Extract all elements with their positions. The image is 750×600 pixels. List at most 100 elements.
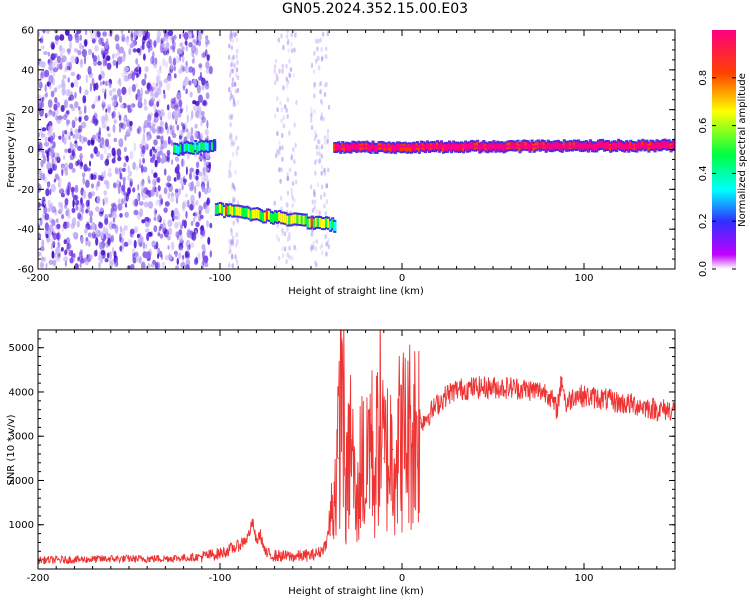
noise-mark (48, 224, 54, 233)
band-cell (245, 207, 249, 217)
noise-mark (77, 50, 82, 56)
noise-mark (280, 167, 283, 173)
noise-mark (113, 151, 116, 160)
noise-mark (179, 42, 184, 48)
noise-mark (323, 203, 326, 209)
noise-mark (319, 244, 322, 250)
noise-mark (167, 111, 172, 120)
noise-mark (93, 250, 97, 257)
noise-mark (170, 241, 175, 251)
noise-mark (229, 122, 232, 128)
noise-mark (100, 65, 103, 74)
noise-mark (71, 207, 76, 214)
noise-mark (41, 127, 47, 132)
noise-mark (70, 250, 74, 259)
band-cell (385, 144, 389, 152)
noise-mark (273, 200, 276, 206)
noise-mark (47, 51, 51, 57)
noise-mark (166, 175, 172, 182)
noise-mark (53, 103, 58, 111)
noise-mark (122, 167, 126, 172)
noise-mark (138, 201, 144, 206)
noise-mark (232, 141, 235, 147)
noise-mark (132, 256, 137, 264)
noise-mark (110, 234, 115, 243)
snr-point (259, 532, 261, 535)
noise-mark (185, 251, 190, 258)
noise-mark (319, 37, 322, 43)
noise-mark (170, 100, 176, 109)
noise-mark (204, 261, 209, 268)
noise-mark (229, 132, 232, 138)
noise-mark (64, 148, 68, 153)
noise-mark (201, 77, 206, 86)
noise-mark (103, 170, 106, 179)
noise-mark (236, 217, 240, 223)
noise-mark (156, 135, 161, 140)
noise-mark (294, 246, 297, 252)
spectrogram-region (333, 138, 675, 155)
noise-mark (83, 55, 87, 65)
band-cell (530, 141, 534, 149)
noise-mark (188, 31, 193, 40)
band-cell (231, 206, 235, 216)
band-cell (470, 141, 474, 149)
snr-point (437, 402, 439, 404)
band-cell (562, 141, 566, 149)
noise-mark (96, 195, 101, 205)
noise-mark (38, 232, 42, 240)
band-cell (296, 214, 300, 224)
band-cell (482, 142, 486, 149)
snr-y-label: SNR (10 * v/v) (6, 414, 17, 485)
noise-mark (175, 265, 179, 269)
noise-mark (154, 91, 159, 99)
noise-mark (159, 223, 164, 229)
noise-mark (129, 150, 134, 160)
noise-mark (197, 33, 203, 42)
noise-mark (284, 104, 287, 110)
snr-point (619, 402, 622, 404)
noise-mark (149, 189, 155, 197)
snr-point (379, 409, 381, 411)
snr-point (456, 389, 458, 391)
noise-mark (74, 117, 78, 122)
noise-mark (159, 120, 164, 127)
noise-mark (139, 181, 143, 187)
snr-point (392, 448, 394, 451)
noise-mark (176, 92, 182, 100)
noise-mark (194, 210, 198, 219)
noise-mark (52, 240, 56, 247)
band-cell (641, 140, 645, 148)
noise-mark (71, 188, 74, 197)
noise-mark (141, 261, 146, 269)
noise-mark (101, 115, 106, 125)
noise-mark (144, 166, 147, 172)
noise-mark (281, 45, 285, 51)
noise-mark (66, 221, 70, 229)
noise-mark (63, 155, 66, 160)
noise-mark (129, 178, 133, 187)
noise-mark (44, 69, 50, 78)
band-cell (183, 143, 187, 152)
noise-mark (50, 90, 55, 98)
noise-mark (232, 54, 235, 60)
noise-mark (71, 106, 76, 112)
noise-mark (280, 118, 283, 124)
noise-mark (323, 192, 326, 198)
noise-mark (59, 187, 65, 193)
noise-mark (326, 167, 330, 173)
band-cell (202, 142, 206, 151)
noise-mark (108, 32, 111, 37)
noise-mark (49, 84, 52, 90)
noise-mark (52, 163, 57, 171)
noise-mark (200, 214, 204, 220)
noise-mark (152, 178, 157, 186)
band-cell (401, 144, 405, 152)
noise-mark (92, 134, 96, 140)
noise-mark (169, 254, 173, 261)
noise-mark (50, 183, 56, 193)
noise-mark (285, 33, 289, 39)
noise-mark (126, 104, 131, 110)
band-cell (373, 144, 377, 152)
noise-mark (42, 173, 46, 181)
